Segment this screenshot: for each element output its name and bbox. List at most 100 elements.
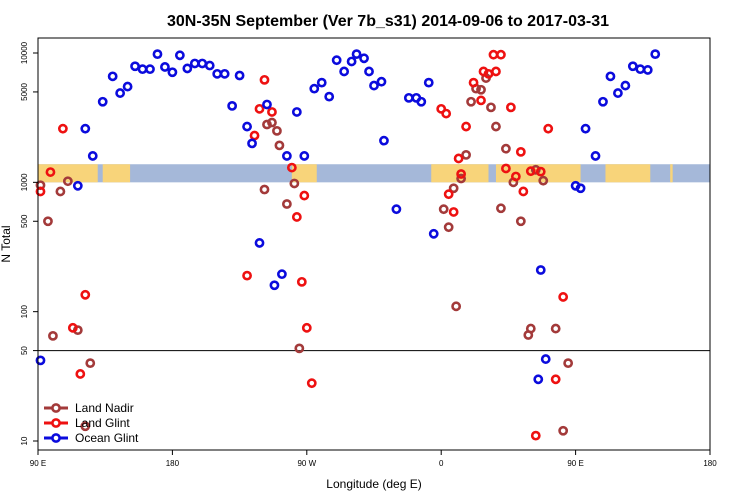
land-glint-point	[491, 66, 501, 77]
ocean-glint-point	[247, 138, 257, 149]
land-nadir-point	[281, 199, 292, 209]
land-nadir-point	[272, 125, 282, 136]
chart-title: 30N-35N September (Ver 7b_s31) 2014-09-0…	[167, 13, 609, 30]
ocean-glint-point	[351, 49, 362, 60]
ocean-glint-point	[533, 374, 544, 385]
land-glint-point	[510, 171, 521, 182]
land-glint-point	[518, 186, 529, 197]
land-nadir-point	[62, 176, 73, 187]
land-glint-point	[67, 322, 78, 333]
plot-frame	[37, 37, 711, 451]
ocean-glint-point	[379, 135, 389, 146]
land-glint-point	[301, 322, 312, 333]
land-glint-point	[461, 121, 471, 132]
land-nadir-point	[55, 186, 66, 197]
land-glint-point	[249, 130, 260, 141]
ocean-glint-point	[391, 204, 402, 215]
land-nadir-point	[515, 216, 526, 227]
land-glint-point	[267, 107, 277, 117]
land-nadir-point	[294, 343, 305, 354]
ocean-glint-point	[122, 81, 133, 92]
land-nadir-point	[501, 143, 511, 154]
y-axis: 10 50 100 500 1000 5000 10000	[20, 41, 38, 445]
ocean-glint-point	[97, 96, 108, 107]
y-tick-label: 50	[20, 346, 29, 355]
ocean-glint-point	[204, 60, 215, 71]
land-nadir-point	[456, 173, 467, 184]
land-glint-point	[453, 153, 464, 164]
ocean-glint-point	[309, 83, 320, 94]
land-glint-point	[476, 95, 486, 106]
ocean-glint-point	[535, 265, 546, 275]
ocean-glint-point	[35, 355, 46, 366]
ocean-glint-point	[316, 77, 327, 88]
ocean-glint-point	[182, 63, 193, 74]
legend-label-land-nadir: Land Nadir	[75, 401, 134, 415]
land-nadir-point	[538, 175, 549, 186]
land-glint-point	[550, 374, 561, 385]
land-glint-point	[543, 123, 554, 134]
land-ocean-mask	[38, 164, 710, 183]
land-glint-point	[286, 162, 297, 173]
land-nadir-point	[267, 117, 277, 128]
land-nadir-point	[486, 102, 496, 113]
land-nadir-point	[262, 119, 272, 130]
ocean-glint-point	[605, 71, 616, 82]
legend-label-ocean-glint: Ocean Glint	[75, 431, 139, 445]
ocean-glint-point	[174, 50, 185, 61]
ocean-glint-point	[580, 123, 591, 134]
data-points	[35, 49, 661, 441]
y-tick-label: 10000	[20, 41, 29, 64]
ocean-glint-point	[242, 121, 252, 132]
ocean-glint-point	[613, 88, 623, 98]
legend-label-land-glint: Land Glint	[75, 416, 130, 430]
legend-marker-land-nadir	[51, 403, 61, 413]
land-nadir-point	[558, 425, 569, 436]
ocean-glint-point	[72, 180, 83, 191]
land-nadir-point	[259, 184, 270, 195]
land-glint-point	[505, 102, 516, 113]
ocean-glint-point	[364, 66, 374, 77]
ocean-glint-point	[299, 151, 310, 161]
land-nadir-point	[563, 358, 574, 369]
land-segment	[102, 164, 131, 183]
land-glint-point	[75, 369, 86, 379]
land-glint-point	[259, 74, 270, 85]
ocean-glint-point	[650, 49, 661, 60]
land-glint-point	[242, 270, 252, 281]
land-nadir-point	[443, 222, 454, 233]
x-tick-label: 90 E	[567, 459, 583, 468]
ocean-glint-point	[107, 71, 118, 82]
x-axis: 90 E 180 90 W 0 90 E 180	[30, 450, 717, 468]
land-nadir-point	[448, 183, 459, 194]
ocean-glint-point	[575, 183, 586, 194]
land-nadir-point	[85, 358, 96, 369]
y-tick-label: 10	[20, 436, 29, 445]
land-nadir-point	[550, 323, 561, 334]
ocean-glint-point	[167, 67, 178, 78]
land-glint-point	[296, 276, 307, 287]
land-glint-point	[291, 212, 302, 222]
land-nadir-point	[530, 164, 541, 175]
land-glint-point	[558, 292, 569, 302]
ocean-glint-point	[376, 76, 387, 87]
ocean-glint-point	[369, 80, 379, 91]
ocean-glint-point	[590, 151, 601, 161]
ocean-glint-point	[160, 62, 170, 72]
x-tick-label: 0	[439, 459, 444, 468]
y-axis-title: N Total	[0, 225, 13, 262]
ocean-glint-point	[281, 151, 292, 161]
ocean-glint-point	[262, 99, 272, 110]
land-nadir-point	[491, 121, 501, 132]
x-tick-label: 180	[703, 459, 717, 468]
land-segment	[291, 164, 317, 183]
ocean-glint-point	[540, 354, 551, 364]
land-glint-point	[254, 103, 265, 114]
y-tick-label: 500	[20, 214, 29, 228]
ocean-glint-point	[598, 96, 608, 107]
y-tick-label: 5000	[20, 82, 29, 100]
land-nadir-point	[496, 203, 506, 214]
land-glint-point	[525, 166, 536, 177]
land-glint-point	[80, 289, 91, 300]
